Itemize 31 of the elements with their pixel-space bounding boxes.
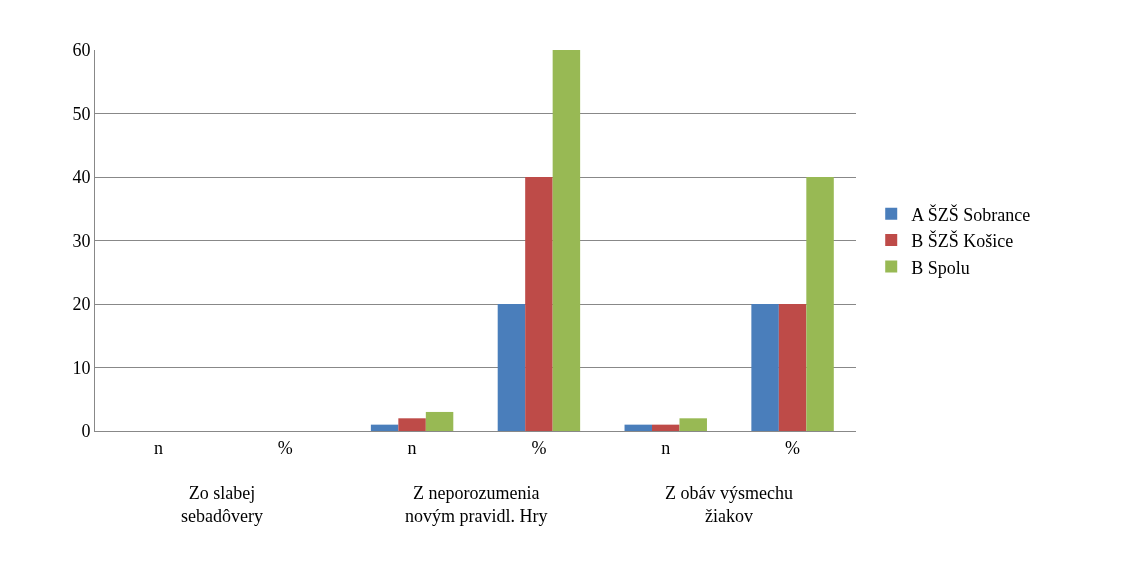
bar — [370, 424, 399, 431]
y-tick-label: 30 — [72, 230, 91, 251]
bar — [425, 411, 454, 431]
y-tick-label: 0 — [81, 421, 91, 442]
bar — [525, 177, 553, 431]
text: Zo slabej sebadôvery — [181, 483, 263, 527]
bar — [806, 177, 834, 431]
x-tick-label: % — [531, 437, 547, 458]
legend-label: A ŠZŠ Sobrance — [911, 203, 1031, 225]
bar — [679, 418, 707, 431]
x-tick-label: % — [277, 437, 293, 458]
y-tick-label: 60 — [72, 40, 91, 61]
bar — [778, 304, 807, 431]
x-tick-label: n — [153, 437, 163, 458]
bar — [624, 424, 653, 431]
y-tick-label: 50 — [72, 103, 91, 124]
y-tick-label: 40 — [72, 167, 91, 188]
x-tick-label: n — [407, 437, 417, 458]
legend-label: B Spolu — [911, 257, 970, 278]
text: Z obáv výsmechu žiakov — [665, 483, 793, 527]
bar — [652, 424, 680, 431]
x-tick-label: n — [661, 437, 671, 458]
bar — [398, 418, 426, 431]
bar — [497, 304, 526, 431]
y-tick-label: 20 — [72, 294, 91, 315]
x-tick-label: % — [785, 437, 801, 458]
bar — [751, 304, 779, 431]
legend-label: B ŠZŠ Košice — [911, 230, 1014, 252]
y-tick-label: 10 — [72, 357, 91, 378]
bar — [552, 50, 581, 431]
text: Z neporozumenia novým pravidl. Hry — [405, 483, 548, 527]
